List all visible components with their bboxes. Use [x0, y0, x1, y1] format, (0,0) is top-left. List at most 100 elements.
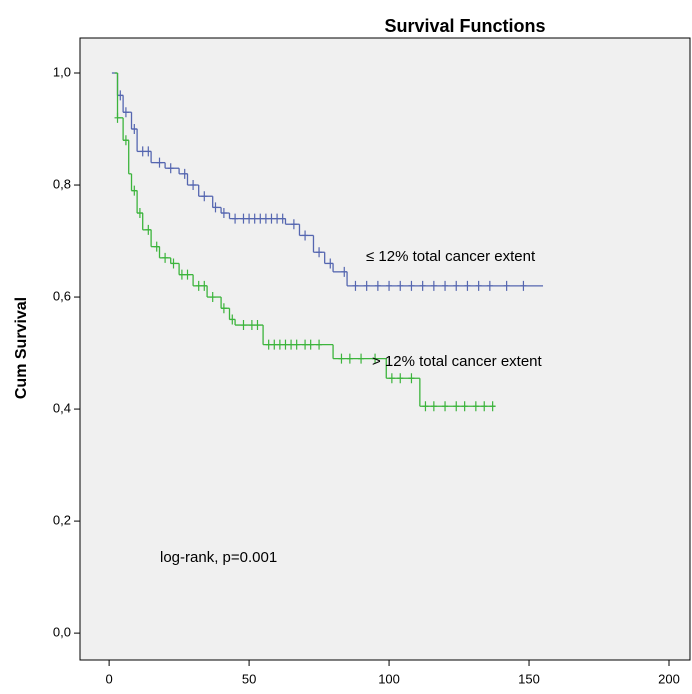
- censor-mark: [145, 146, 152, 157]
- curve-label: > 12% total cancer extent: [372, 353, 543, 370]
- y-tick-label: 0,0: [53, 625, 71, 640]
- censor-mark: [251, 213, 258, 224]
- plot-area: [79, 37, 691, 661]
- censor-mark: [229, 314, 236, 325]
- censor-mark: [419, 280, 426, 291]
- censor-mark: [442, 401, 449, 412]
- y-tick-label: 1,0: [53, 64, 71, 79]
- censor-mark: [170, 258, 177, 269]
- censor-mark: [302, 230, 309, 241]
- censor-mark: [212, 202, 219, 213]
- censor-mark: [195, 280, 202, 291]
- censor-mark: [442, 280, 449, 291]
- censor-mark: [316, 247, 323, 258]
- censor-mark: [461, 401, 468, 412]
- censor-mark: [363, 280, 370, 291]
- censor-mark: [265, 339, 272, 350]
- censor-mark: [341, 266, 348, 277]
- x-tick-label: 50: [242, 671, 256, 686]
- annotation: log-rank, p=0.001: [160, 549, 277, 566]
- y-tick-label: 0,6: [53, 288, 71, 303]
- censor-mark: [240, 320, 247, 331]
- censor-mark: [184, 269, 191, 280]
- censor-mark: [122, 107, 129, 118]
- censor-mark: [153, 241, 160, 252]
- censor-mark: [262, 213, 269, 224]
- censor-mark: [268, 213, 275, 224]
- censor-mark: [430, 280, 437, 291]
- censor-mark: [246, 213, 253, 224]
- y-tick-label: 0,8: [53, 176, 71, 191]
- censor-mark: [475, 280, 482, 291]
- censor-mark: [139, 146, 146, 157]
- censor-mark: [472, 401, 479, 412]
- censor-mark: [131, 185, 138, 196]
- censor-mark: [327, 258, 334, 269]
- censor-mark: [274, 213, 281, 224]
- censor-mark: [162, 252, 169, 263]
- censor-mark: [520, 280, 527, 291]
- censor-mark: [486, 280, 493, 291]
- censor-mark: [254, 320, 261, 331]
- censor-mark: [131, 124, 138, 135]
- censor-mark: [464, 280, 471, 291]
- censor-mark: [156, 157, 163, 168]
- censor-mark: [358, 353, 365, 364]
- censor-mark: [201, 280, 208, 291]
- censor-mark: [220, 208, 227, 219]
- censor-mark: [279, 213, 286, 224]
- censor-mark: [430, 401, 437, 412]
- censor-mark: [397, 373, 404, 384]
- censor-mark: [453, 401, 460, 412]
- censor-mark: [276, 339, 283, 350]
- censor-mark: [453, 280, 460, 291]
- censor-mark: [293, 339, 300, 350]
- censor-mark: [388, 373, 395, 384]
- x-tick-label: 150: [518, 671, 540, 686]
- censor-mark: [181, 168, 188, 179]
- censor-mark: [307, 339, 314, 350]
- x-tick-label: 200: [658, 671, 680, 686]
- censor-mark: [220, 303, 227, 314]
- y-tick-label: 0,4: [53, 401, 71, 416]
- censor-mark: [386, 280, 393, 291]
- censor-mark: [201, 191, 208, 202]
- x-tick-label: 100: [378, 671, 400, 686]
- censor-mark: [117, 90, 124, 101]
- curve-label: ≤ 12% total cancer extent: [366, 248, 536, 265]
- censor-mark: [397, 280, 404, 291]
- censor-mark: [352, 280, 359, 291]
- y-axis-label: Cum Survival: [13, 297, 30, 399]
- y-tick-label: 0,2: [53, 513, 71, 528]
- censor-mark: [122, 135, 129, 146]
- censor-mark: [489, 401, 496, 412]
- censor-mark: [240, 213, 247, 224]
- censor-mark: [503, 280, 510, 291]
- censor-mark: [422, 401, 429, 412]
- censor-mark: [282, 339, 289, 350]
- censor-mark: [408, 280, 415, 291]
- censor-mark: [209, 292, 216, 303]
- chart-title: Survival Functions: [384, 16, 545, 36]
- censor-mark: [178, 269, 185, 280]
- censor-mark: [136, 208, 143, 219]
- censor-mark: [167, 163, 174, 174]
- censor-mark: [408, 373, 415, 384]
- censor-mark: [232, 213, 239, 224]
- censor-mark: [288, 339, 295, 350]
- censor-mark: [338, 353, 345, 364]
- censor-mark: [302, 339, 309, 350]
- censor-mark: [190, 180, 197, 191]
- censor-mark: [481, 401, 488, 412]
- x-tick-label: 0: [105, 671, 112, 686]
- censor-mark: [316, 339, 323, 350]
- censor-mark: [257, 213, 264, 224]
- censor-mark: [372, 353, 379, 364]
- censor-mark: [248, 320, 255, 331]
- censor-mark: [271, 339, 278, 350]
- censor-mark: [346, 353, 353, 364]
- censor-mark: [290, 219, 297, 230]
- censor-mark: [374, 280, 381, 291]
- censor-mark: [114, 112, 121, 123]
